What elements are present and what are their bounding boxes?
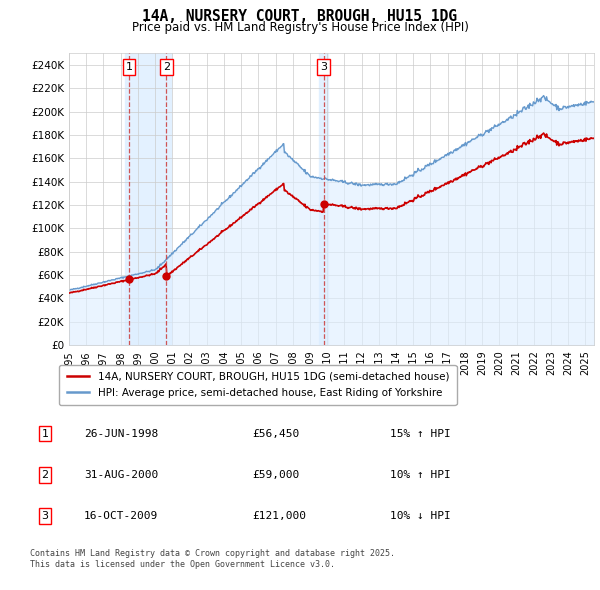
Text: £121,000: £121,000 [252, 512, 306, 521]
Text: 10% ↓ HPI: 10% ↓ HPI [390, 512, 451, 521]
Text: £56,450: £56,450 [252, 429, 299, 438]
Text: 3: 3 [41, 512, 49, 521]
Text: 16-OCT-2009: 16-OCT-2009 [84, 512, 158, 521]
Text: 10% ↑ HPI: 10% ↑ HPI [390, 470, 451, 480]
Text: 1: 1 [125, 62, 133, 72]
Text: 3: 3 [320, 62, 327, 72]
Text: 2: 2 [41, 470, 49, 480]
Text: 14A, NURSERY COURT, BROUGH, HU15 1DG: 14A, NURSERY COURT, BROUGH, HU15 1DG [143, 9, 458, 24]
Text: £59,000: £59,000 [252, 470, 299, 480]
Text: Contains HM Land Registry data © Crown copyright and database right 2025.: Contains HM Land Registry data © Crown c… [30, 549, 395, 558]
Bar [125, 53, 171, 345]
Text: 15% ↑ HPI: 15% ↑ HPI [390, 429, 451, 438]
Text: 1: 1 [41, 429, 49, 438]
Text: 2: 2 [163, 62, 170, 72]
Text: This data is licensed under the Open Government Licence v3.0.: This data is licensed under the Open Gov… [30, 560, 335, 569]
Legend: 14A, NURSERY COURT, BROUGH, HU15 1DG (semi-detached house), HPI: Average price, : 14A, NURSERY COURT, BROUGH, HU15 1DG (se… [59, 365, 457, 405]
Text: 26-JUN-1998: 26-JUN-1998 [84, 429, 158, 438]
Text: Price paid vs. HM Land Registry's House Price Index (HPI): Price paid vs. HM Land Registry's House … [131, 21, 469, 34]
Text: 31-AUG-2000: 31-AUG-2000 [84, 470, 158, 480]
Bar [319, 53, 328, 345]
